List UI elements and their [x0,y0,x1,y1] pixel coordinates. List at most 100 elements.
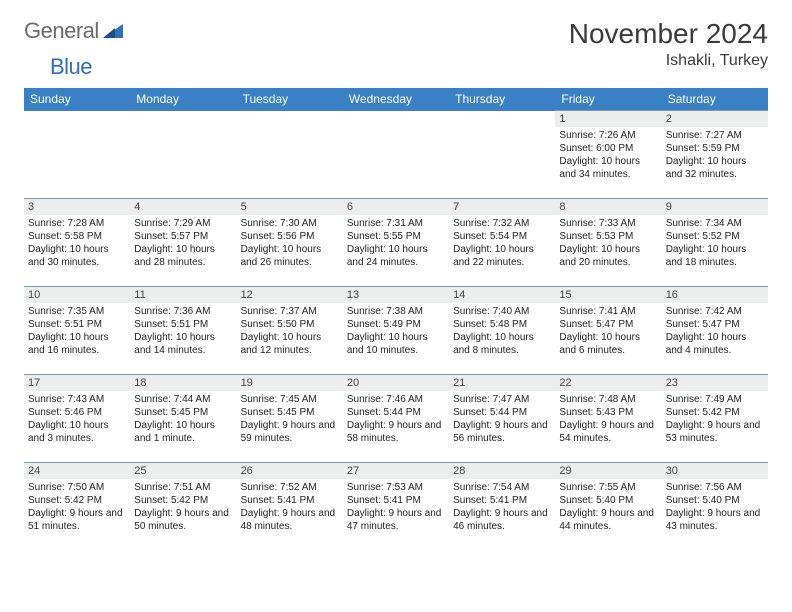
day-details: Sunrise: 7:40 AMSunset: 5:48 PMDaylight:… [449,303,555,361]
daylight-line: Daylight: 10 hours and 18 minutes. [666,243,764,269]
daylight-line: Daylight: 10 hours and 26 minutes. [241,243,339,269]
day-cell: 20Sunrise: 7:46 AMSunset: 5:44 PMDayligh… [343,375,449,463]
sunrise-line: Sunrise: 7:46 AM [347,393,445,406]
day-details: Sunrise: 7:27 AMSunset: 5:59 PMDaylight:… [662,127,768,185]
brand-logo: General [24,18,125,44]
day-details: Sunrise: 7:37 AMSunset: 5:50 PMDaylight:… [237,303,343,361]
day-number: 7 [449,199,555,215]
sunset-line: Sunset: 5:42 PM [134,494,232,507]
day-cell: 18Sunrise: 7:44 AMSunset: 5:45 PMDayligh… [130,375,236,463]
sunrise-line: Sunrise: 7:35 AM [28,305,126,318]
sunset-line: Sunset: 5:54 PM [453,230,551,243]
day-cell: 8Sunrise: 7:33 AMSunset: 5:53 PMDaylight… [555,199,661,287]
sunset-line: Sunset: 5:55 PM [347,230,445,243]
day-number: 15 [555,287,661,303]
day-details: Sunrise: 7:53 AMSunset: 5:41 PMDaylight:… [343,479,449,537]
day-number: 16 [662,287,768,303]
sunrise-line: Sunrise: 7:42 AM [666,305,764,318]
day-cell: 1Sunrise: 7:26 AMSunset: 6:00 PMDaylight… [555,111,661,199]
sunrise-line: Sunrise: 7:49 AM [666,393,764,406]
daylight-line: Daylight: 10 hours and 12 minutes. [241,331,339,357]
day-cell: 16Sunrise: 7:42 AMSunset: 5:47 PMDayligh… [662,287,768,375]
day-details: Sunrise: 7:49 AMSunset: 5:42 PMDaylight:… [662,391,768,449]
sunset-line: Sunset: 5:53 PM [559,230,657,243]
sunrise-line: Sunrise: 7:26 AM [559,129,657,142]
day-details: Sunrise: 7:45 AMSunset: 5:45 PMDaylight:… [237,391,343,449]
sunset-line: Sunset: 5:44 PM [453,406,551,419]
daylight-line: Daylight: 10 hours and 14 minutes. [134,331,232,357]
sunrise-line: Sunrise: 7:29 AM [134,217,232,230]
week-row: 10Sunrise: 7:35 AMSunset: 5:51 PMDayligh… [24,287,768,375]
sunset-line: Sunset: 5:47 PM [666,318,764,331]
daylight-line: Daylight: 10 hours and 24 minutes. [347,243,445,269]
day-cell: 12Sunrise: 7:37 AMSunset: 5:50 PMDayligh… [237,287,343,375]
day-cell: 26Sunrise: 7:52 AMSunset: 5:41 PMDayligh… [237,463,343,551]
daylight-line: Daylight: 10 hours and 3 minutes. [28,419,126,445]
daylight-line: Daylight: 9 hours and 56 minutes. [453,419,551,445]
day-details: Sunrise: 7:30 AMSunset: 5:56 PMDaylight:… [237,215,343,273]
sunrise-line: Sunrise: 7:52 AM [241,481,339,494]
day-details: Sunrise: 7:35 AMSunset: 5:51 PMDaylight:… [24,303,130,361]
day-details: Sunrise: 7:51 AMSunset: 5:42 PMDaylight:… [130,479,236,537]
sunset-line: Sunset: 5:41 PM [347,494,445,507]
sunset-line: Sunset: 6:00 PM [559,142,657,155]
sunset-line: Sunset: 5:52 PM [666,230,764,243]
sunrise-line: Sunrise: 7:31 AM [347,217,445,230]
daylight-line: Daylight: 9 hours and 58 minutes. [347,419,445,445]
day-details: Sunrise: 7:29 AMSunset: 5:57 PMDaylight:… [130,215,236,273]
day-details: Sunrise: 7:41 AMSunset: 5:47 PMDaylight:… [555,303,661,361]
day-number: 25 [130,463,236,479]
sunset-line: Sunset: 5:41 PM [453,494,551,507]
daylight-line: Daylight: 9 hours and 48 minutes. [241,507,339,533]
day-details: Sunrise: 7:34 AMSunset: 5:52 PMDaylight:… [662,215,768,273]
day-details: Sunrise: 7:43 AMSunset: 5:46 PMDaylight:… [24,391,130,449]
day-number: 27 [343,463,449,479]
day-details: Sunrise: 7:42 AMSunset: 5:47 PMDaylight:… [662,303,768,361]
day-number: 17 [24,375,130,391]
daylight-line: Daylight: 10 hours and 8 minutes. [453,331,551,357]
day-details: Sunrise: 7:31 AMSunset: 5:55 PMDaylight:… [343,215,449,273]
day-number: 4 [130,199,236,215]
day-number: 19 [237,375,343,391]
sunrise-line: Sunrise: 7:50 AM [28,481,126,494]
daylight-line: Daylight: 10 hours and 30 minutes. [28,243,126,269]
sunset-line: Sunset: 5:57 PM [134,230,232,243]
day-cell: 17Sunrise: 7:43 AMSunset: 5:46 PMDayligh… [24,375,130,463]
sunset-line: Sunset: 5:42 PM [28,494,126,507]
sunrise-line: Sunrise: 7:34 AM [666,217,764,230]
daylight-line: Daylight: 10 hours and 20 minutes. [559,243,657,269]
daylight-line: Daylight: 10 hours and 6 minutes. [559,331,657,357]
sunset-line: Sunset: 5:56 PM [241,230,339,243]
day-number: 5 [237,199,343,215]
weekday-sunday: Sunday [24,88,130,111]
day-number: 9 [662,199,768,215]
day-cell: 5Sunrise: 7:30 AMSunset: 5:56 PMDaylight… [237,199,343,287]
day-details: Sunrise: 7:26 AMSunset: 6:00 PMDaylight:… [555,127,661,185]
daylight-line: Daylight: 10 hours and 1 minute. [134,419,232,445]
day-number: 18 [130,375,236,391]
day-details: Sunrise: 7:48 AMSunset: 5:43 PMDaylight:… [555,391,661,449]
day-details: Sunrise: 7:47 AMSunset: 5:44 PMDaylight:… [449,391,555,449]
day-cell: 29Sunrise: 7:55 AMSunset: 5:40 PMDayligh… [555,463,661,551]
day-details: Sunrise: 7:33 AMSunset: 5:53 PMDaylight:… [555,215,661,273]
day-cell: 3Sunrise: 7:28 AMSunset: 5:58 PMDaylight… [24,199,130,287]
day-details: Sunrise: 7:56 AMSunset: 5:40 PMDaylight:… [662,479,768,537]
weekday-header-row: Sunday Monday Tuesday Wednesday Thursday… [24,88,768,111]
day-number: 8 [555,199,661,215]
daylight-line: Daylight: 10 hours and 32 minutes. [666,155,764,181]
empty-cell [24,111,130,199]
sunset-line: Sunset: 5:51 PM [28,318,126,331]
week-row: 24Sunrise: 7:50 AMSunset: 5:42 PMDayligh… [24,463,768,551]
location-label: Ishakli, Turkey [569,52,768,70]
day-cell: 7Sunrise: 7:32 AMSunset: 5:54 PMDaylight… [449,199,555,287]
day-cell: 4Sunrise: 7:29 AMSunset: 5:57 PMDaylight… [130,199,236,287]
daylight-line: Daylight: 9 hours and 53 minutes. [666,419,764,445]
day-cell: 2Sunrise: 7:27 AMSunset: 5:59 PMDaylight… [662,111,768,199]
day-number: 21 [449,375,555,391]
day-cell: 28Sunrise: 7:54 AMSunset: 5:41 PMDayligh… [449,463,555,551]
calendar-table: Sunday Monday Tuesday Wednesday Thursday… [24,88,768,551]
day-cell: 21Sunrise: 7:47 AMSunset: 5:44 PMDayligh… [449,375,555,463]
sunrise-line: Sunrise: 7:30 AM [241,217,339,230]
sunset-line: Sunset: 5:45 PM [134,406,232,419]
day-details: Sunrise: 7:52 AMSunset: 5:41 PMDaylight:… [237,479,343,537]
